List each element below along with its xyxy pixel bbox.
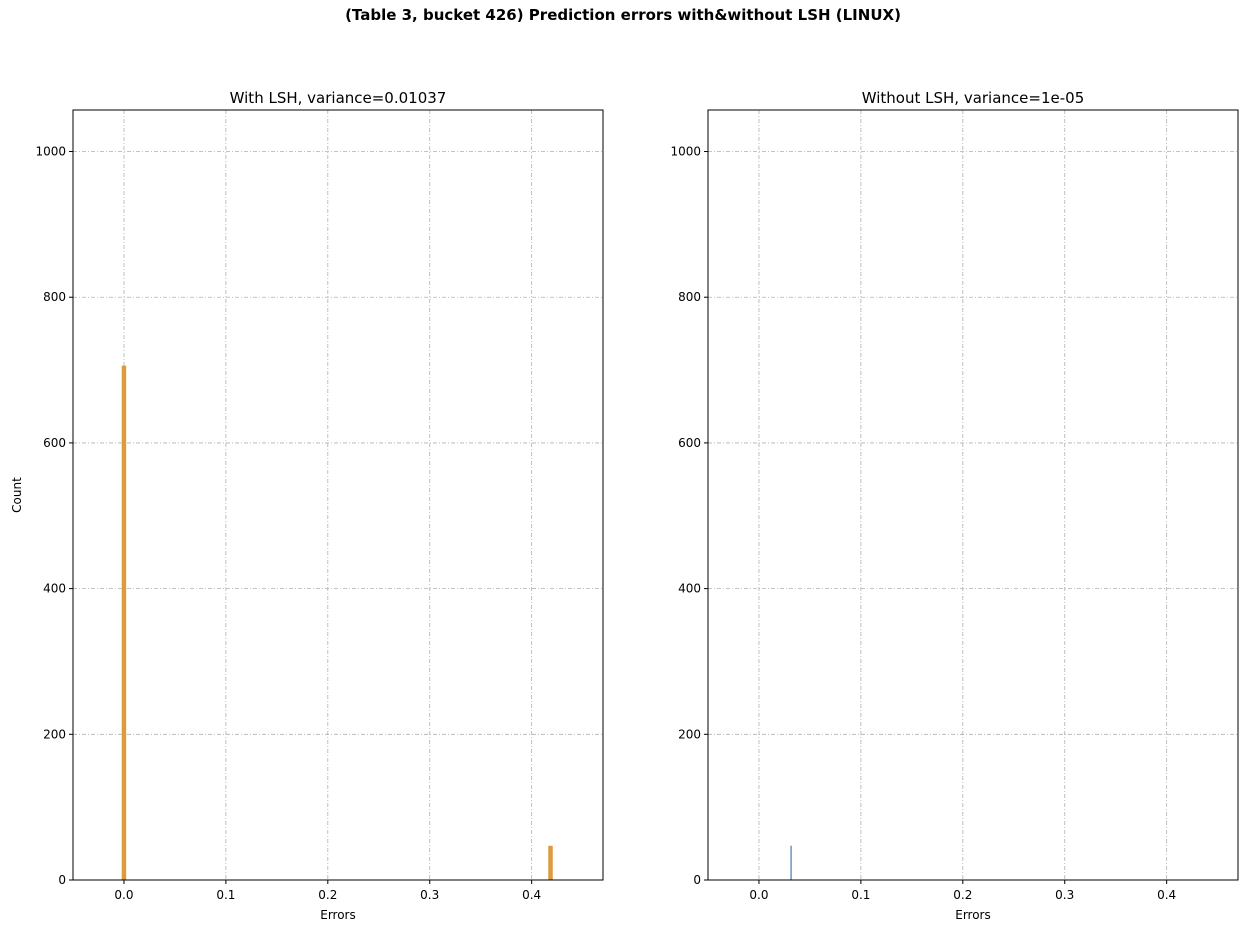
x-tick-label-2: 0.2 [953,888,972,902]
chart-panel-2: 0.0 0.1 0.2 0.3 0.4 0 200 400 600 800 1000 Without … [670,89,1239,922]
y-tick-label-1: 200 [678,727,701,741]
x-tick-label-4: 0.4 [1157,888,1176,902]
x-tick-label-3: 0.3 [1055,888,1074,902]
y-tick-label-4: 800 [678,290,701,304]
y-tick-label-0: 0 [58,873,66,887]
x-tick-label-2: 0.2 [318,888,337,902]
axes-frame [707,109,1239,881]
x-axis-label: Errors [955,908,991,922]
chart-panel-1: 0.0 0.1 0.2 0.3 0.4 0 200 400 600 800 1000 With LSH… [10,89,604,922]
y-tick-label-3: 600 [678,436,701,450]
x-axis-label: Errors [320,908,356,922]
histogram-bar-0 [121,365,127,880]
y-axis-label: Count [10,477,24,513]
y-tick-label-2: 400 [43,582,66,596]
x-tick-label-3: 0.3 [420,888,439,902]
y-tick-label-3: 600 [43,436,66,450]
x-tick-label-1: 0.1 [216,888,235,902]
axes-frame [72,109,604,881]
x-tick-label-0: 0.0 [749,888,768,902]
x-tick-label-4: 0.4 [522,888,541,902]
x-tick-label-0: 0.0 [114,888,133,902]
histogram-bar-0 [790,845,792,880]
x-tick-label-1: 0.1 [851,888,870,902]
chart-title: With LSH, variance=0.01037 [230,89,447,107]
y-tick-label-4: 800 [43,290,66,304]
chart-title: Without LSH, variance=1e-05 [862,89,1085,107]
histogram-bar-1 [548,845,553,880]
figure-suptitle: (Table 3, bucket 426) Prediction errors … [345,6,901,24]
y-tick-label-1: 200 [43,727,66,741]
y-tick-label-5: 1000 [35,145,66,159]
y-tick-label-5: 1000 [670,145,701,159]
y-tick-label-2: 400 [678,582,701,596]
y-tick-label-0: 0 [693,873,701,887]
